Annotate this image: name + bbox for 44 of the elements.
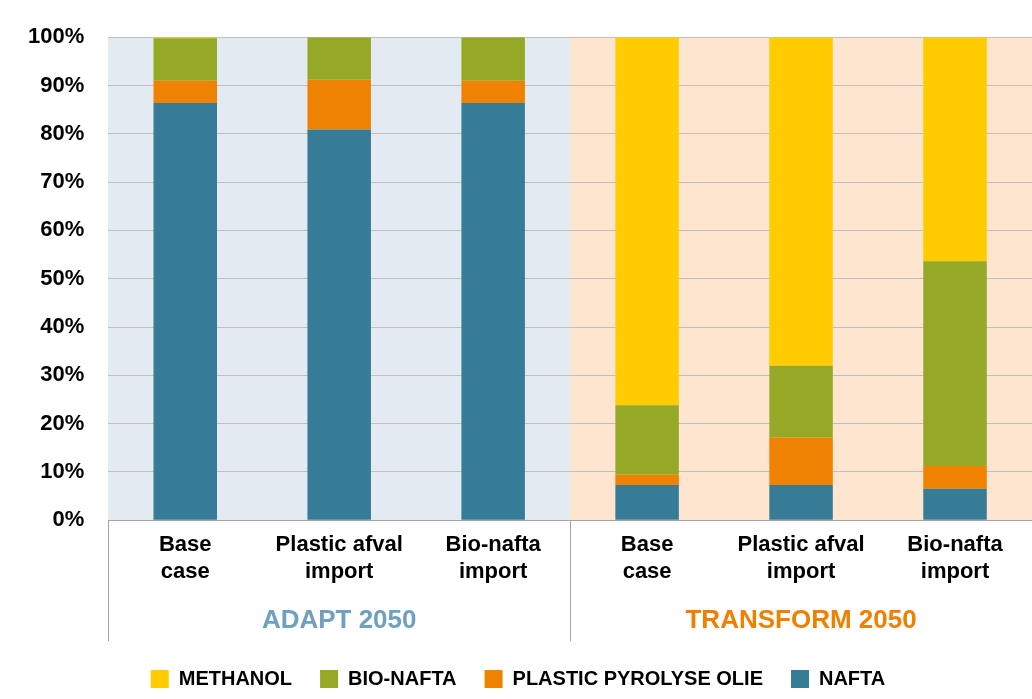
x-tick-label: Plastic afval import [737,531,865,583]
bar [153,102,217,520]
bar [307,37,371,80]
bar [461,37,525,81]
y-tick-label: 60% [40,216,85,242]
text: TRANSFORM 2050 [685,604,917,635]
bar [769,365,833,438]
x-tick-label: Base case [620,531,674,583]
y-tick-label: 80% [40,119,85,145]
y-tick-label: 50% [40,264,85,290]
bar [461,80,525,103]
bar [923,261,987,467]
bar [615,405,679,475]
bar [923,466,987,489]
bar [769,37,833,366]
text: ADAPT 2050 [261,604,417,635]
legend-label: BIO-NAFTA [348,666,457,689]
bar [923,37,987,262]
legend-label: PLASTIC PYROLYSE OLIE [512,666,763,689]
bar [615,474,679,485]
y-tick-label: 40% [40,313,85,339]
y-tick-label: 70% [40,168,85,194]
bar [153,38,217,81]
y-tick-label: 20% [40,409,85,435]
x-tick-label: Base case [158,531,212,583]
bar [615,484,679,520]
legend-label: NAFTA [818,666,886,689]
y-tick-label: 100% [27,23,85,49]
y-tick-label: 10% [40,457,85,483]
y-tick-label: 90% [40,71,85,97]
x-tick-label: Bio-nafta import [907,531,1004,583]
bar [769,484,833,520]
bar [769,437,833,485]
bar [461,102,525,520]
x-tick-label: Plastic afval import [275,531,403,583]
bar [307,79,371,130]
y-tick-label: 30% [40,361,85,387]
x-tick-label: Bio-nafta import [445,531,542,583]
y-tick-label: 0% [52,506,85,532]
bar [923,488,987,520]
legend-label: METHANOL [178,666,293,689]
bar [153,80,217,103]
bar [615,37,679,406]
bar [307,129,371,520]
